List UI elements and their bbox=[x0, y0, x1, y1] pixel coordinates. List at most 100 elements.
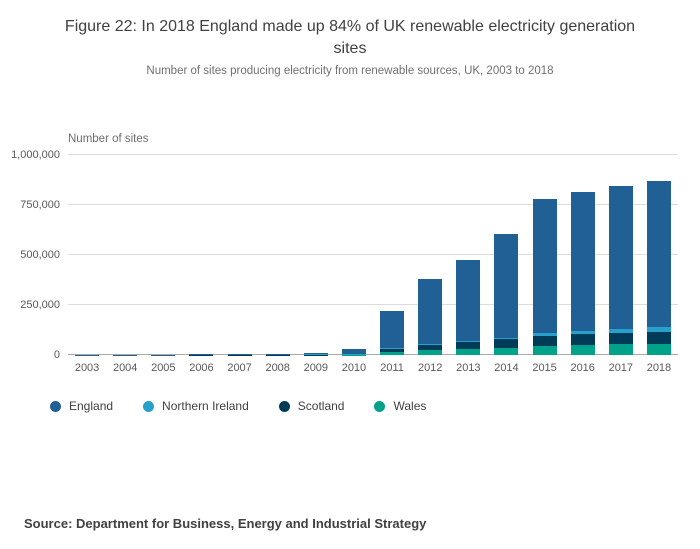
bar-segment-england-2014 bbox=[494, 233, 519, 338]
legend-swatch-scotland bbox=[278, 400, 290, 412]
bar-segment-wales-2017 bbox=[608, 344, 633, 356]
bar-segment-england-2015 bbox=[532, 198, 557, 333]
bar-2003: 2003 bbox=[75, 155, 99, 374]
bar-segment-northern-ireland-2012 bbox=[418, 343, 443, 345]
legend: England Northern Ireland Scotland Wales bbox=[50, 399, 678, 413]
bar-segment-england-2012 bbox=[418, 278, 443, 344]
bar-segment-scotland-2017 bbox=[608, 333, 633, 345]
bar-segment-england-2013 bbox=[456, 260, 481, 341]
legend-label-scotland: Scotland bbox=[297, 399, 345, 414]
x-tick-label: 2016 bbox=[570, 362, 595, 375]
bar-segment-northern-ireland-2017 bbox=[608, 328, 633, 334]
gridline bbox=[68, 204, 678, 206]
gridline bbox=[68, 154, 678, 156]
chart: Number of sites 0 250,000 500,000 750,000 1,… bbox=[0, 133, 700, 413]
bar-2012: 2012 bbox=[418, 155, 443, 374]
legend-label-england: England bbox=[69, 399, 114, 414]
y-tick-label: 750,000 bbox=[20, 199, 60, 212]
bar-segment-wales-2013 bbox=[456, 349, 481, 356]
x-tick-label: 2003 bbox=[74, 362, 100, 375]
bar-2010: 2010 bbox=[341, 155, 366, 374]
bar-segment-scotland-2018 bbox=[646, 332, 671, 344]
bar-2004: 2004 bbox=[113, 155, 137, 374]
x-tick-label: 2011 bbox=[380, 362, 404, 375]
x-tick-label: 2012 bbox=[417, 362, 443, 375]
y-tick-label: 250,000 bbox=[20, 299, 60, 312]
bar-2007: 2007 bbox=[227, 155, 252, 374]
bar-segment-england-2006 bbox=[189, 354, 214, 355]
x-tick-label: 2007 bbox=[227, 362, 252, 375]
bar-segment-scotland-2012 bbox=[418, 344, 443, 351]
legend-label-wales: Wales bbox=[393, 399, 427, 414]
chart-subtitle: Number of sites producing electricity fr… bbox=[146, 65, 554, 78]
x-tick-label: 2004 bbox=[112, 362, 138, 375]
bar-2005: 2005 bbox=[151, 155, 176, 374]
x-tick-label: 2010 bbox=[341, 362, 367, 375]
bar-2016: 2016 bbox=[570, 155, 595, 374]
bar-2014: 2014 bbox=[494, 155, 519, 374]
y-axis-title: Number of sites bbox=[68, 133, 149, 146]
chart-title: Figure 22: In 2018 England made up 84% o… bbox=[64, 18, 636, 57]
bar-2011: 2011 bbox=[380, 155, 405, 374]
legend-swatch-wales bbox=[374, 400, 386, 412]
x-tick-label: 2013 bbox=[456, 362, 481, 375]
gridline bbox=[68, 254, 678, 256]
bar-segment-england-2011 bbox=[380, 311, 405, 349]
legend-item-wales: Wales bbox=[374, 399, 426, 413]
legend-label-northern-ireland: Northern Ireland bbox=[162, 399, 249, 414]
bar-segment-scotland-2014 bbox=[494, 339, 519, 348]
bar-segment-northern-ireland-2013 bbox=[456, 341, 481, 343]
legend-item-northern-ireland: Northern Ireland bbox=[143, 399, 249, 413]
y-tick-label: 500,000 bbox=[20, 249, 60, 262]
bar-segment-wales-2011 bbox=[380, 352, 405, 356]
y-axis: 0 250,000 500,000 750,000 1,000,000 bbox=[0, 149, 68, 361]
bar-2015: 2015 bbox=[532, 155, 557, 374]
bar-segment-scotland-2016 bbox=[570, 334, 595, 345]
bar-segment-england-2016 bbox=[570, 191, 595, 331]
bar-segment-scotland-2010 bbox=[341, 353, 366, 355]
bar-segment-england-2007 bbox=[227, 354, 252, 355]
bar-segment-england-2017 bbox=[608, 185, 633, 329]
y-tick-label: 0 bbox=[53, 349, 60, 362]
bar-segment-northern-ireland-2011 bbox=[380, 348, 405, 349]
bar-segment-scotland-2015 bbox=[532, 335, 557, 346]
bar-2017: 2017 bbox=[608, 155, 633, 374]
x-axis-line bbox=[68, 354, 678, 356]
bar-2008: 2008 bbox=[265, 155, 290, 374]
bar-2013: 2013 bbox=[456, 155, 481, 374]
legend-item-england: England bbox=[50, 399, 113, 413]
bar-segment-wales-2014 bbox=[494, 347, 519, 356]
x-tick-label: 2005 bbox=[151, 362, 176, 375]
bar-2018: 2018 bbox=[646, 155, 671, 374]
bar-segment-northern-ireland-2014 bbox=[494, 337, 519, 340]
y-tick-label: 1,000,000 bbox=[11, 149, 60, 162]
bar-segment-england-2018 bbox=[646, 181, 671, 328]
legend-item-scotland: Scotland bbox=[278, 399, 345, 414]
x-tick-label: 2009 bbox=[303, 362, 329, 375]
legend-swatch-england bbox=[50, 400, 61, 412]
x-tick-label: 2006 bbox=[189, 362, 214, 375]
bar-segment-northern-ireland-2015 bbox=[532, 332, 557, 336]
legend-swatch-northern-ireland bbox=[143, 400, 155, 412]
bar-2009: 2009 bbox=[303, 155, 328, 374]
bar-segment-england-2008 bbox=[265, 353, 290, 355]
plot-row: 0 250,000 500,000 750,000 1,000,000 2003 2004… bbox=[0, 149, 678, 374]
x-tick-label: 2014 bbox=[494, 362, 519, 375]
bar-segment-scotland-2011 bbox=[380, 348, 405, 353]
x-tick-label: 2015 bbox=[532, 362, 557, 375]
bar-segment-northern-ireland-2018 bbox=[646, 327, 671, 333]
bar-segment-wales-2018 bbox=[646, 343, 671, 356]
bar-2006: 2006 bbox=[189, 155, 214, 374]
bar-segment-northern-ireland-2016 bbox=[570, 330, 595, 335]
bar-segment-wales-2010 bbox=[341, 354, 366, 356]
plot-area: 2003 2004 2005 2006 2007 2008 2009 2010 2011 2012… bbox=[68, 154, 678, 374]
bar-segment-england-2009 bbox=[303, 352, 328, 355]
source-note: Source: Department for Business, Energy … bbox=[24, 516, 427, 531]
bar-segment-wales-2016 bbox=[570, 344, 595, 356]
bar-segment-scotland-2013 bbox=[456, 342, 481, 350]
gridline bbox=[68, 304, 678, 306]
bar-segment-wales-2012 bbox=[418, 350, 443, 356]
bar-segment-wales-2015 bbox=[532, 345, 557, 356]
x-tick-label: 2018 bbox=[646, 362, 672, 375]
